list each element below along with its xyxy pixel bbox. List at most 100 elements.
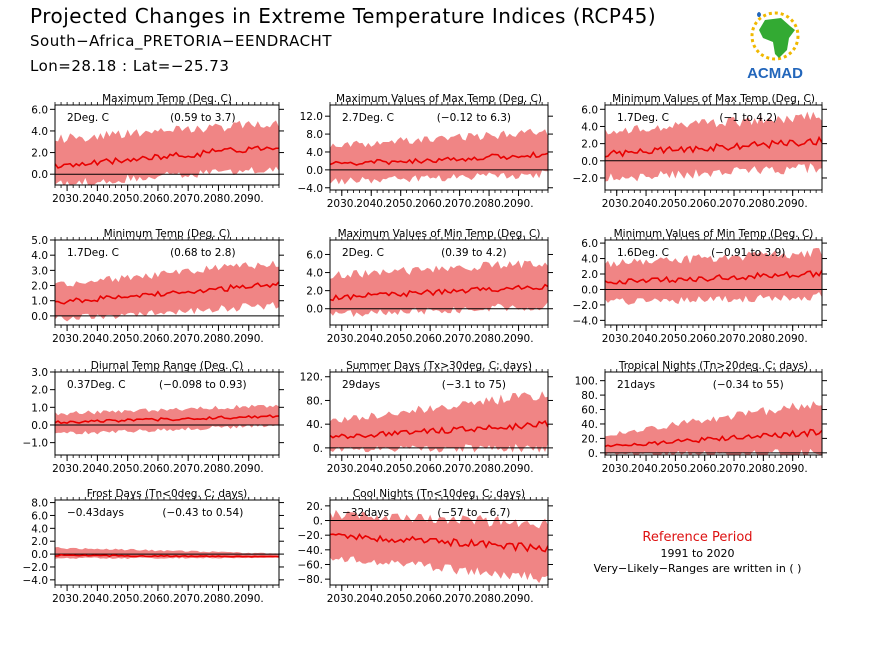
y-tick-label: 0.0 <box>581 284 598 296</box>
chart-panel: 2030. 2040. 2050. 2060. 2070. 2080. 2090. 0.0 2.… <box>31 93 284 205</box>
y-tick-label: 3.0 <box>31 265 48 277</box>
x-tick-label: 2070. <box>173 593 203 605</box>
chart-title: Minimum Values of Max Temp (Deg. C) <box>612 93 815 105</box>
x-tick-label: 2090. <box>234 463 264 475</box>
y-tick-label: 1.0 <box>31 402 48 414</box>
x-tick-label: 2090. <box>778 463 808 475</box>
x-tick-label: 2050. <box>386 198 416 210</box>
y-tick-label: 4.0 <box>306 268 323 280</box>
chart-range-label: (0.68 to 2.8) <box>170 247 236 259</box>
x-tick-label: 2090. <box>234 593 264 605</box>
range-band <box>55 404 279 435</box>
y-tick-label: 2.0 <box>31 281 48 293</box>
x-tick-label: 2090. <box>504 198 534 210</box>
chart-title: Diurnal Temp Range (Deg. C) <box>91 360 243 372</box>
range-band <box>330 128 548 185</box>
y-tick-label: 6.0 <box>31 510 48 522</box>
x-tick-label: 2030. <box>52 333 82 345</box>
plot-frame <box>604 104 823 191</box>
y-tick-label: −1.0 <box>23 438 49 450</box>
x-tick-label: 2090. <box>234 333 264 345</box>
x-tick-label: 2030. <box>52 193 82 205</box>
y-tick-label: 2.0 <box>31 385 48 397</box>
chart-value-label: 0.37Deg. C <box>67 379 126 391</box>
chart-range-label: (−0.91 to 3.9) <box>711 247 785 259</box>
y-tick-label: −2.0 <box>23 562 49 574</box>
logo-text: ACMAD <box>747 65 803 82</box>
x-tick-label: 2060. <box>415 198 445 210</box>
range-band <box>605 247 822 305</box>
x-tick-label: 2080. <box>474 333 504 345</box>
plot-frame <box>329 239 549 326</box>
y-tick-label: 0. <box>313 516 323 528</box>
y-tick-label: 60. <box>581 405 598 417</box>
y-tick-label: 2.0 <box>306 286 323 298</box>
acmad-logo: ACMAD <box>735 8 815 82</box>
median-line <box>330 151 548 166</box>
chart-value-label: 29days <box>342 379 380 391</box>
x-tick-label: 2040. <box>631 463 661 475</box>
chart-range-label: (−0.12 to 6.3) <box>437 112 511 124</box>
plot-frame <box>54 371 280 456</box>
y-tick-label: 6.0 <box>581 104 598 116</box>
x-tick-label: 2090. <box>778 198 808 210</box>
x-tick-label: 2040. <box>82 593 112 605</box>
y-tick-label: −2.0 <box>573 300 599 312</box>
x-tick-label: 2050. <box>113 333 143 345</box>
chart-panel: 2030. 2040. 2050. 2060. 2070. 2080. 2090.−4.0−… <box>23 488 284 605</box>
x-tick-label: 2030. <box>602 463 632 475</box>
y-tick-label: 0.0 <box>306 165 323 177</box>
y-tick-label: −4.0 <box>573 315 599 327</box>
x-tick-label: 2060. <box>415 463 445 475</box>
x-tick-label: 2030. <box>52 463 82 475</box>
x-tick-label: 2030. <box>327 333 357 345</box>
x-tick-label: 2070. <box>719 198 749 210</box>
y-tick-label: 4.0 <box>31 523 48 535</box>
x-tick-label: 2030. <box>602 198 632 210</box>
y-tick-label: 6.0 <box>31 104 48 116</box>
x-tick-label: 2050. <box>386 463 416 475</box>
reference-period-title: Reference Period <box>642 530 753 545</box>
y-tick-label: 6.0 <box>306 249 323 261</box>
x-tick-label: 2030. <box>602 333 632 345</box>
plot-frame <box>329 104 549 191</box>
x-tick-label: 2090. <box>504 593 534 605</box>
chart-title: Maximum Values of Max Temp (Deg. C) <box>336 93 542 105</box>
x-tick-label: 2070. <box>719 333 749 345</box>
range-band <box>605 111 822 182</box>
reference-period-note: Very−Likely−Ranges are written in ( ) <box>593 562 802 575</box>
y-tick-label: 4.0 <box>581 121 598 133</box>
y-tick-label: −40. <box>298 545 324 557</box>
station-name: South−Africa_PRETORIA−EENDRACHT <box>30 32 332 50</box>
x-tick-label: 2080. <box>474 463 504 475</box>
x-tick-label: 2060. <box>690 198 720 210</box>
chart-panel: 2030. 2040. 2050. 2060. 2070. 2080. 2090. 0. 40.… <box>300 360 553 475</box>
median-line <box>605 428 822 448</box>
x-tick-label: 2080. <box>474 593 504 605</box>
y-tick-label: −20. <box>298 530 324 542</box>
range-band <box>605 401 822 455</box>
reference-period-box: Reference Period 1991 to 2020 Very−Likel… <box>590 530 805 575</box>
y-tick-label: 2.0 <box>581 269 598 281</box>
chart-panel: 2030. 2040. 2050. 2060. 2070. 2080. 2090. −1.0 0… <box>23 360 284 475</box>
x-tick-label: 2040. <box>356 463 386 475</box>
plot-frame <box>54 104 280 186</box>
chart-value-label: 2.7Deg. C <box>342 112 394 124</box>
chart-title: Tropical Nights (Tn>20deg. C; days) <box>618 360 808 372</box>
plot-frame <box>54 239 280 326</box>
x-tick-label: 2060. <box>143 593 173 605</box>
y-tick-label: 4.0 <box>31 250 48 262</box>
y-tick-label: 3.0 <box>31 367 48 379</box>
chart-title: Summer Days (Tx>30deg. C; days) <box>346 360 532 372</box>
x-tick-label: 2070. <box>719 463 749 475</box>
y-tick-label: 0. <box>588 448 598 460</box>
x-tick-label: 2040. <box>356 593 386 605</box>
x-tick-label: 2080. <box>203 193 233 205</box>
x-tick-label: 2070. <box>445 198 475 210</box>
range-band <box>55 260 279 322</box>
chart-value-label: 1.6Deg. C <box>617 247 669 259</box>
chart-value-label: 21days <box>617 379 655 391</box>
x-tick-label: 2030. <box>327 463 357 475</box>
x-tick-label: 2050. <box>386 593 416 605</box>
